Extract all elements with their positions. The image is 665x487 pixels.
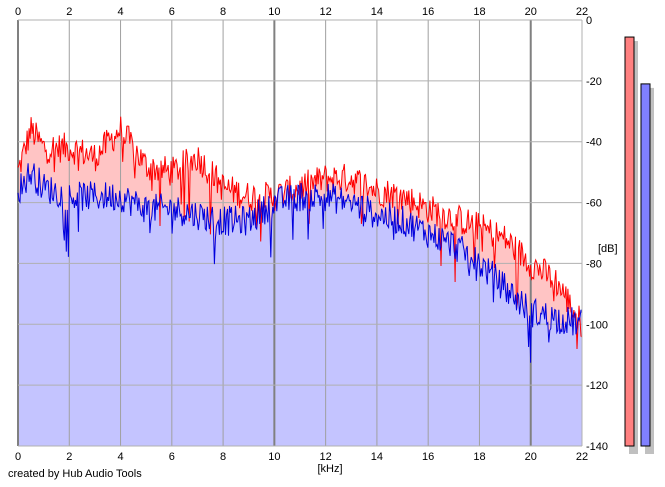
x-tick-label-bottom: 20	[525, 451, 537, 463]
y-tick-label: -20	[586, 76, 602, 88]
series-fill-right-channel	[18, 163, 582, 447]
y-tick-label: -120	[586, 380, 608, 392]
x-tick-label-top: 18	[473, 6, 485, 18]
x-tick-label-top: 22	[576, 6, 588, 18]
x-tick-label-top: 4	[117, 6, 123, 18]
y-tick-label: -100	[586, 319, 608, 331]
series-line-left-channel	[17, 116, 583, 350]
y-axis-label: [dB]	[598, 243, 618, 255]
y-tick-label: -140	[586, 441, 608, 453]
series-line-right-channel	[17, 163, 583, 363]
x-tick-label-top: 8	[220, 6, 226, 18]
x-tick-label-bottom: 12	[320, 451, 332, 463]
x-tick-label-top: 12	[320, 6, 332, 18]
level-meter-right	[640, 83, 651, 447]
y-tick-label: -40	[586, 137, 602, 149]
level-meter-left	[624, 36, 635, 447]
y-tick-label: -60	[586, 198, 602, 210]
x-tick-label-bottom: 0	[15, 451, 21, 463]
y-tick-label: 0	[586, 15, 592, 27]
x-tick-label-top: 16	[422, 6, 434, 18]
x-tick-label-top: 0	[15, 6, 21, 18]
x-tick-label-bottom: 14	[371, 451, 383, 463]
x-tick-label-bottom: 18	[473, 451, 485, 463]
x-tick-label-bottom: 6	[169, 451, 175, 463]
x-tick-label-bottom: 2	[66, 451, 72, 463]
y-tick-label: -80	[586, 258, 602, 270]
x-tick-label-top: 20	[525, 6, 537, 18]
x-axis-label: [kHz]	[317, 463, 342, 475]
x-tick-label-top: 2	[66, 6, 72, 18]
x-tick-label-top: 10	[268, 6, 280, 18]
x-tick-label-bottom: 4	[117, 451, 123, 463]
credit-text: created by Hub Audio Tools	[8, 468, 142, 480]
x-tick-label-bottom: 16	[422, 451, 434, 463]
x-tick-label-bottom: 10	[268, 451, 280, 463]
x-tick-label-top: 14	[371, 6, 383, 18]
x-tick-label-bottom: 22	[576, 451, 588, 463]
x-tick-label-top: 6	[169, 6, 175, 18]
x-tick-label-bottom: 8	[220, 451, 226, 463]
